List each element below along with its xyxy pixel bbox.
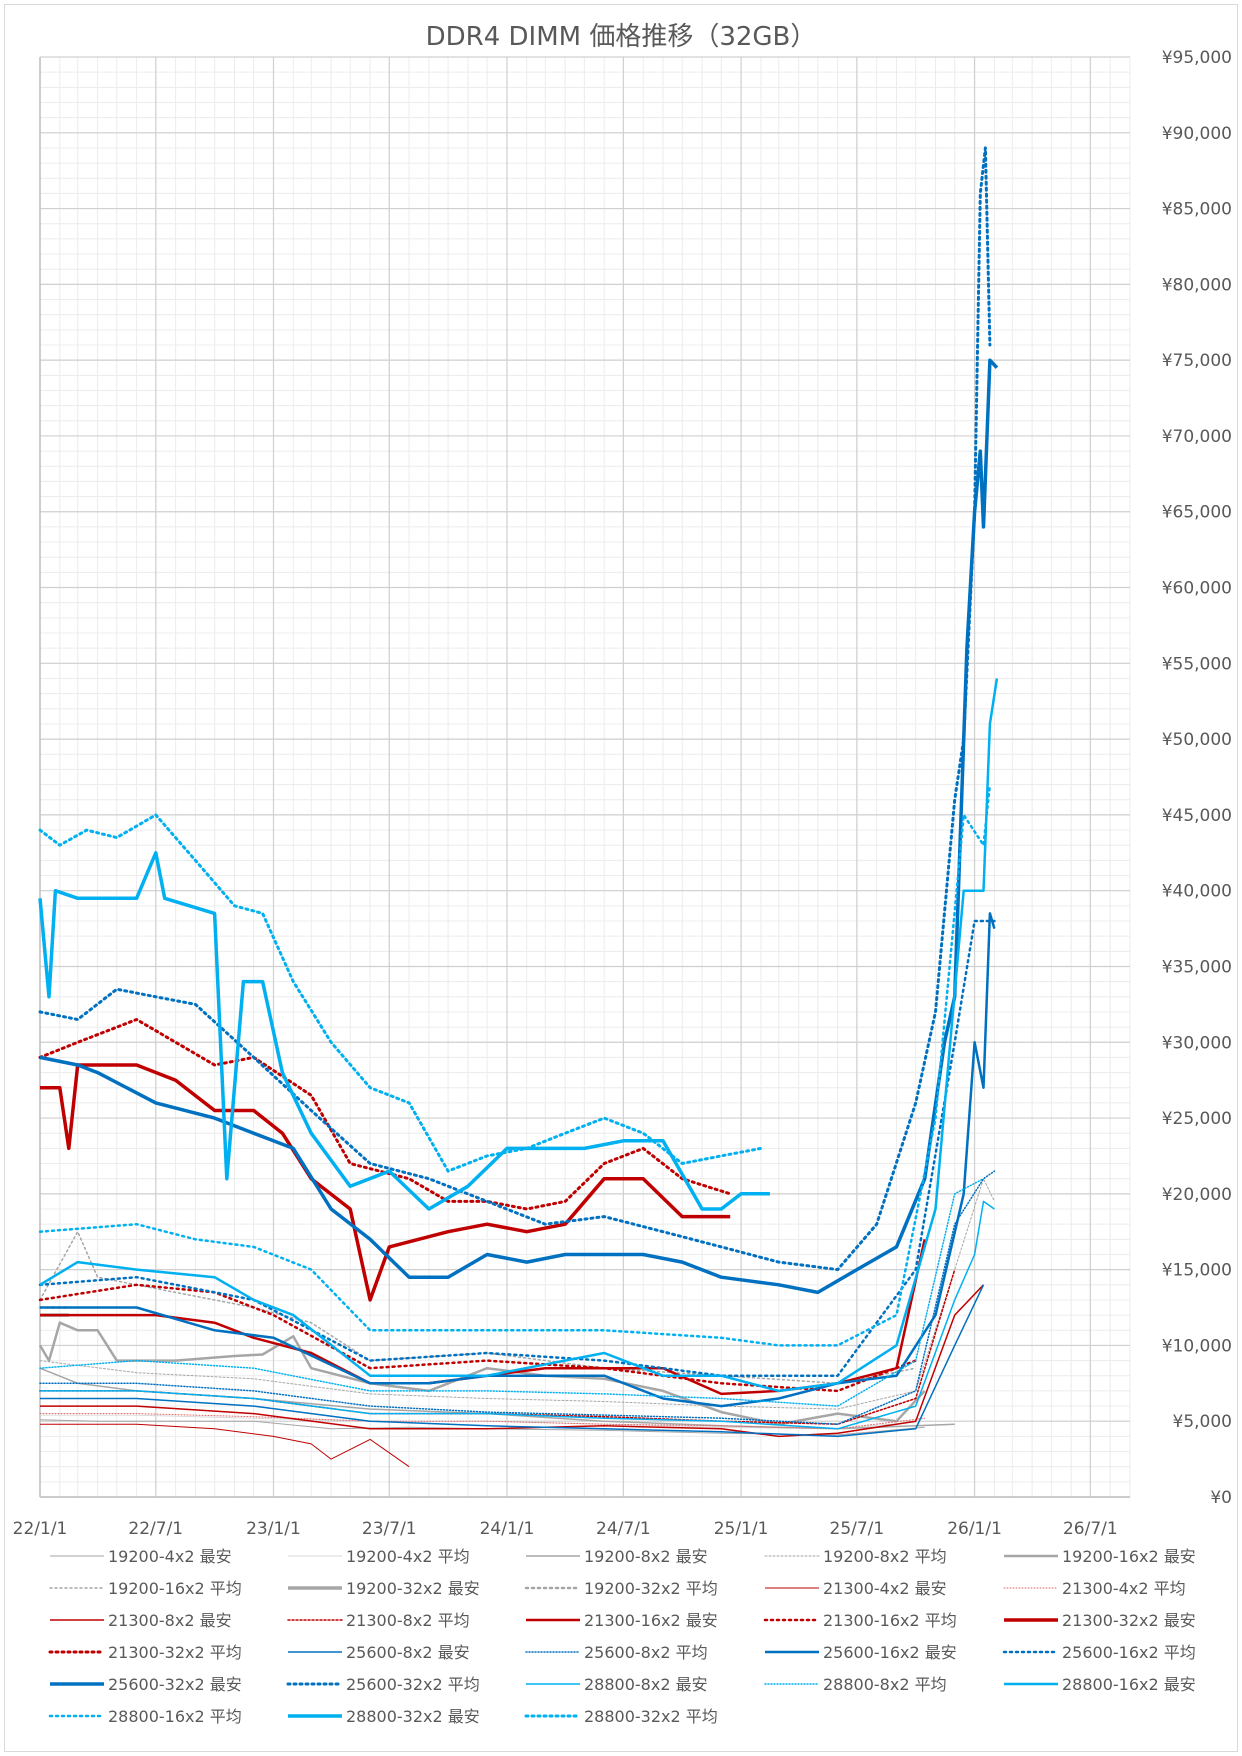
series-line: [39, 1413, 926, 1430]
x-tick-label: 26/7/1: [1063, 1519, 1118, 1539]
chart-title: DDR4 DIMM 価格推移（32GB）: [425, 22, 817, 52]
legend-label: 28800-32x2 最安: [346, 1707, 480, 1726]
legend-label: 19200-16x2 平均: [108, 1579, 242, 1598]
series-line: [39, 678, 999, 1393]
y-axis-tick-labels: ¥0 ¥5,000 ¥10,000 ¥15,000 ¥20,000 ¥25,000 ¥30,…: [1162, 48, 1232, 1508]
legend-label: 25600-16x2 平均: [1062, 1643, 1196, 1662]
legend-label: 21300-8x2 最安: [108, 1611, 232, 1630]
axes: [39, 57, 1130, 1498]
series-line: [38, 783, 992, 1347]
series-line: [38, 919, 996, 1377]
legend-label: 19200-32x2 平均: [584, 1579, 718, 1598]
x-axis-tick-labels: 22/1/1 22/7/1 23/1/1 23/7/1 24/1/1 24/7/1 25/1…: [13, 1519, 1118, 1539]
legend-label: 21300-32x2 最安: [1062, 1611, 1196, 1630]
legend-label: 28800-8x2 最安: [584, 1675, 708, 1694]
series-line: [38, 813, 763, 1173]
x-tick-label: 26/1/1: [947, 1519, 1002, 1539]
y-tick-label: ¥65,000: [1162, 503, 1232, 523]
series-line: [39, 1177, 985, 1407]
legend-label: 21300-8x2 平均: [346, 1611, 470, 1630]
legend-label: 25600-16x2 最安: [823, 1643, 957, 1662]
series-line: [40, 1063, 731, 1302]
series-line: [39, 358, 999, 1295]
y-tick-label: ¥60,000: [1162, 579, 1232, 599]
legend-label: 28800-16x2 最安: [1062, 1675, 1196, 1694]
legend-label: 21300-32x2 平均: [108, 1643, 242, 1662]
legend-label: 19200-8x2 平均: [823, 1547, 947, 1566]
y-tick-label: ¥15,000: [1162, 1261, 1232, 1281]
series-line: [40, 1284, 985, 1438]
x-tick-label: 25/1/1: [714, 1519, 769, 1539]
series-line: [39, 1178, 995, 1410]
y-tick-label: ¥50,000: [1162, 730, 1232, 750]
y-tick-label: ¥45,000: [1162, 806, 1232, 826]
legend-label: 19200-4x2 平均: [346, 1547, 470, 1566]
legend-label: 28800-8x2 平均: [823, 1675, 947, 1694]
legend-label: 25600-8x2 最安: [346, 1643, 470, 1662]
legend-label: 19200-16x2 最安: [1062, 1547, 1196, 1566]
y-tick-label: ¥85,000: [1162, 200, 1232, 220]
y-tick-label: ¥5,000: [1173, 1412, 1232, 1432]
series-line: [40, 1423, 410, 1468]
series-line: [38, 1018, 732, 1211]
x-tick-label: 23/1/1: [246, 1519, 301, 1539]
legend-label: 25600-32x2 最安: [108, 1675, 242, 1694]
legend: 19200-4x2 最安 19200-4x2 平均 19200-8x2 最安 1920…: [48, 1547, 1196, 1726]
series-line: [40, 1284, 985, 1438]
minor-gridlines: [39, 56, 1131, 1498]
y-tick-label: ¥10,000: [1162, 1336, 1232, 1356]
y-tick-label: ¥80,000: [1162, 275, 1232, 295]
x-tick-label: 24/1/1: [480, 1519, 535, 1539]
legend-label: 21300-4x2 最安: [823, 1579, 947, 1598]
x-tick-label: 22/7/1: [128, 1519, 183, 1539]
legend-label: 19200-4x2 最安: [108, 1547, 232, 1566]
series-line: [38, 851, 770, 1211]
series-line: [38, 1283, 917, 1393]
x-tick-label: 25/7/1: [830, 1519, 885, 1539]
legend-label: 21300-16x2 平均: [823, 1611, 957, 1630]
legend-label: 28800-32x2 平均: [584, 1707, 718, 1726]
series-line: [38, 146, 992, 1272]
y-tick-label: ¥30,000: [1162, 1033, 1232, 1053]
legend-label: 19200-8x2 最安: [584, 1547, 708, 1566]
y-tick-label: ¥40,000: [1162, 882, 1232, 902]
legend-label: 25600-8x2 平均: [584, 1643, 708, 1662]
legend-label: 28800-16x2 平均: [108, 1707, 242, 1726]
y-tick-label: ¥70,000: [1162, 427, 1232, 447]
series-line: [39, 1230, 917, 1385]
series-lines: [38, 146, 999, 1468]
y-tick-label: ¥25,000: [1162, 1109, 1232, 1129]
x-tick-label: 23/7/1: [362, 1519, 417, 1539]
series-line: [40, 912, 996, 1408]
y-tick-label: ¥35,000: [1162, 957, 1232, 977]
legend-label: 21300-4x2 平均: [1062, 1579, 1186, 1598]
y-tick-label: ¥95,000: [1162, 48, 1232, 68]
series-line: [39, 1367, 955, 1430]
y-tick-label: ¥55,000: [1162, 654, 1232, 674]
x-tick-label: 22/1/1: [13, 1519, 68, 1539]
legend-label: 25600-32x2 平均: [346, 1675, 480, 1694]
series-line: [40, 1200, 995, 1430]
legend-label: 21300-16x2 最安: [584, 1611, 718, 1630]
series-line: [38, 1321, 926, 1426]
y-tick-label: ¥75,000: [1162, 351, 1232, 371]
y-tick-label: ¥0: [1210, 1488, 1232, 1508]
y-tick-label: ¥90,000: [1162, 124, 1232, 144]
major-gridlines: [39, 56, 1130, 1498]
x-tick-label: 24/7/1: [596, 1519, 651, 1539]
legend-label: 19200-32x2 最安: [346, 1579, 480, 1598]
y-tick-label: ¥20,000: [1162, 1185, 1232, 1205]
